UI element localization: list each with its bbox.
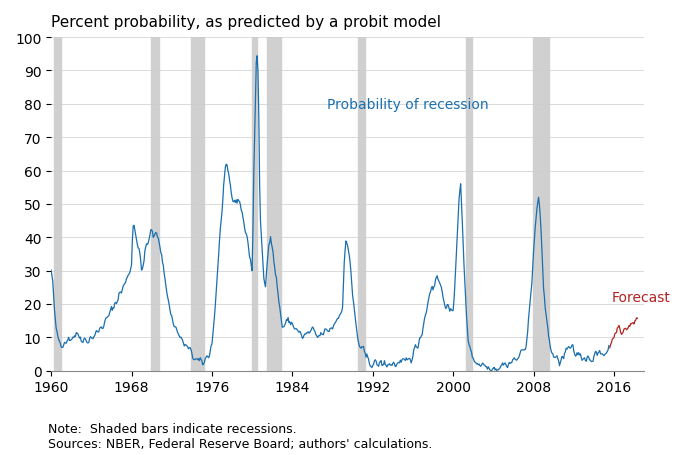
Bar <box>151 38 159 371</box>
Text: Note:  Shaded bars indicate recessions.
Sources: NBER, Federal Reserve Board; au: Note: Shaded bars indicate recessions. S… <box>48 423 433 450</box>
Bar <box>252 38 257 371</box>
Bar <box>533 38 548 371</box>
Text: Probability of recession: Probability of recession <box>327 98 489 111</box>
Text: Percent probability, as predicted by a probit model: Percent probability, as predicted by a p… <box>51 15 441 30</box>
Bar <box>191 38 203 371</box>
Bar <box>54 38 61 371</box>
Bar <box>466 38 472 371</box>
Bar <box>358 38 365 371</box>
Text: Forecast: Forecast <box>612 291 671 305</box>
Bar <box>267 38 280 371</box>
